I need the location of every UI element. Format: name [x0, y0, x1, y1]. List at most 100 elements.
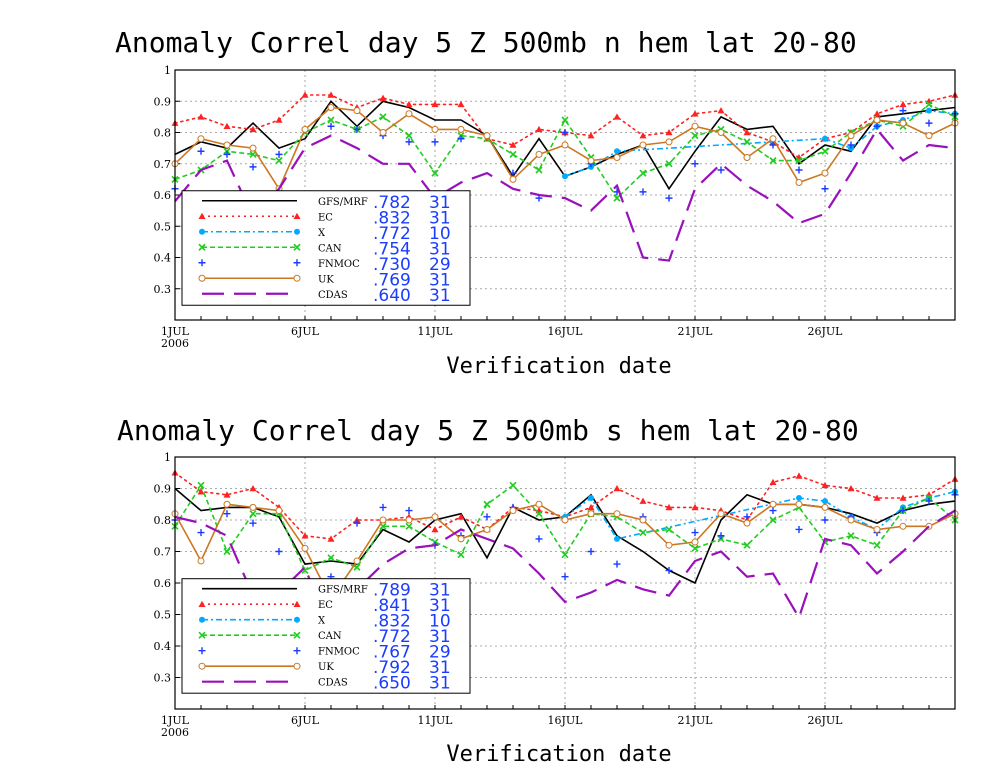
y-tick-label: 0.4: [154, 640, 172, 653]
y-tick-label: 0.5: [154, 609, 172, 622]
data-point-ec: [769, 478, 777, 485]
data-point-can: [535, 510, 543, 518]
data-point-ec: [639, 497, 647, 504]
data-point-uk: [873, 116, 881, 124]
data-point-x: [614, 535, 620, 542]
legend-count-gfs-mrf: 31: [429, 581, 451, 601]
data-point-fnmoc: [561, 573, 569, 581]
data-point-uk: [249, 503, 257, 511]
data-point-can: [795, 157, 803, 165]
data-point-can: [743, 541, 751, 549]
data-point-can: [821, 147, 829, 155]
data-point-uk: [691, 538, 699, 546]
legend-marker-x: [199, 616, 205, 623]
x-tick-label: 21JUL: [678, 325, 714, 338]
data-point-fnmoc: [717, 532, 725, 540]
data-point-fnmoc: [899, 507, 907, 515]
data-point-fnmoc: [665, 194, 673, 202]
x-tick-label: 26JUL: [808, 714, 844, 727]
legend-count-fnmoc: 29: [429, 643, 451, 663]
data-point-can: [405, 132, 413, 140]
legend-label-cdas: CDAS: [318, 678, 348, 689]
data-point-uk: [587, 510, 595, 518]
series-line-cdas: [174, 127, 956, 262]
legend-label-ec: EC: [318, 600, 333, 611]
data-point-uk: [301, 125, 309, 133]
data-point-can: [405, 522, 413, 530]
data-point-x: [614, 148, 620, 155]
x-tick-label: 1JUL: [161, 325, 190, 338]
data-point-uk: [431, 125, 439, 133]
y-tick-label: 0.8: [154, 127, 172, 140]
data-point-can: [691, 132, 699, 140]
data-point-fnmoc: [379, 503, 387, 511]
data-point-can: [639, 169, 647, 177]
y-tick-label: 0.3: [154, 672, 172, 685]
data-point-ec: [665, 503, 673, 511]
data-point-fnmoc: [821, 185, 829, 193]
data-point-ec: [223, 122, 231, 130]
data-point-can: [379, 113, 387, 121]
x-axis-label: Verification date: [446, 354, 671, 379]
x-tick-year-label: 2006: [161, 337, 189, 350]
legend-marker-fnmoc: [198, 647, 206, 655]
data-point-fnmoc: [691, 529, 699, 537]
data-point-uk: [847, 516, 855, 524]
data-point-uk: [795, 179, 803, 186]
data-point-can: [509, 150, 517, 158]
x-tick-label: 1JUL: [161, 714, 190, 727]
data-point-fnmoc: [691, 160, 699, 168]
data-point-ec: [431, 100, 439, 108]
y-tick-label: 0.3: [154, 283, 172, 296]
plot-frame: [174, 69, 956, 321]
data-point-fnmoc: [405, 507, 413, 515]
data-point-ec: [587, 132, 595, 139]
data-point-fnmoc: [899, 107, 907, 115]
legend-label-cdas: CDAS: [318, 290, 348, 301]
data-point-uk: [639, 516, 647, 524]
data-point-can: [327, 116, 335, 124]
legend-score-can: .772: [373, 627, 411, 647]
data-point-fnmoc: [535, 535, 543, 543]
data-point-uk: [353, 107, 361, 115]
data-point-can: [249, 510, 257, 518]
legend-marker-x: [294, 616, 300, 623]
data-point-ec: [457, 100, 465, 108]
data-point-uk: [795, 500, 803, 508]
y-tick-label: 0.7: [154, 158, 172, 171]
legend-score-x: .832: [373, 612, 411, 632]
legend-label-ec: EC: [318, 212, 333, 223]
data-point-fnmoc: [223, 150, 231, 158]
data-point-fnmoc: [275, 150, 283, 158]
data-point-can: [509, 481, 517, 489]
data-point-can: [665, 525, 673, 534]
data-point-ec: [795, 472, 803, 479]
x-tick-label: 26JUL: [808, 325, 844, 338]
data-point-fnmoc: [483, 513, 491, 521]
s-hem-panel: Anomaly Correl day 5 Z 500mb s hem lat 2…: [117, 414, 959, 767]
data-point-uk: [457, 125, 465, 133]
data-point-ec: [613, 485, 621, 492]
data-point-ec: [197, 488, 205, 495]
legend-marker-x: [294, 228, 300, 235]
data-point-uk: [379, 516, 387, 524]
data-point-ec: [431, 525, 439, 533]
data-point-ec: [665, 129, 673, 136]
legend-score-ec: .832: [373, 208, 411, 228]
data-point-ec: [327, 91, 335, 98]
data-point-can: [665, 160, 673, 168]
legend-marker-can: [198, 243, 206, 251]
data-point-ec: [275, 116, 283, 123]
legend-count-can: 31: [429, 627, 451, 647]
n-hem-panel: Anomaly Correl day 5 Z 500mb n hem lat 2…: [115, 26, 959, 379]
data-point-uk: [665, 138, 673, 146]
data-point-x: [588, 494, 594, 501]
data-point-can: [769, 516, 777, 524]
x-tick-label: 11JUL: [418, 325, 454, 338]
data-point-can: [327, 554, 335, 562]
legend-marker-ec: [293, 600, 301, 607]
data-point-fnmoc: [197, 529, 205, 537]
legend-label-fnmoc: FNMOC: [318, 259, 360, 270]
data-point-ec: [587, 503, 595, 511]
legend-marker-uk: [198, 662, 206, 670]
